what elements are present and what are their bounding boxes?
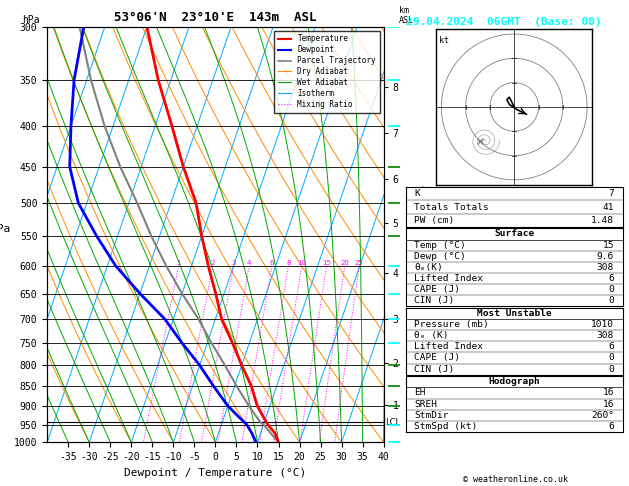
Text: 9.6: 9.6 [597, 252, 614, 260]
Text: 41: 41 [603, 203, 614, 211]
Text: 1010: 1010 [591, 320, 614, 329]
Y-axis label: hPa: hPa [0, 225, 10, 235]
Text: Lifted Index: Lifted Index [415, 274, 483, 283]
Text: θₑ (K): θₑ (K) [415, 331, 449, 340]
Text: CAPE (J): CAPE (J) [415, 353, 460, 363]
Text: 15: 15 [322, 260, 331, 266]
Text: 16: 16 [603, 399, 614, 409]
Text: 0: 0 [608, 296, 614, 305]
Text: Most Unstable: Most Unstable [477, 309, 552, 318]
Text: 6: 6 [608, 422, 614, 431]
Title: 53°06'N  23°10'E  143m  ASL: 53°06'N 23°10'E 143m ASL [114, 11, 316, 24]
Text: 260°: 260° [591, 411, 614, 420]
Text: 25: 25 [355, 260, 364, 266]
Text: 0: 0 [608, 364, 614, 374]
Text: 1: 1 [176, 260, 181, 266]
Text: © weatheronline.co.uk: © weatheronline.co.uk [464, 474, 568, 484]
Text: EH: EH [415, 388, 426, 398]
Text: Pressure (mb): Pressure (mb) [415, 320, 489, 329]
Text: 6: 6 [608, 274, 614, 283]
Text: 6: 6 [608, 342, 614, 351]
Text: 0: 0 [608, 353, 614, 363]
Text: Lifted Index: Lifted Index [415, 342, 483, 351]
Text: 1.48: 1.48 [591, 216, 614, 225]
Text: 16: 16 [603, 388, 614, 398]
Text: Totals Totals: Totals Totals [415, 203, 489, 211]
Text: K: K [415, 189, 420, 198]
Text: 0: 0 [608, 285, 614, 294]
Text: θₑ(K): θₑ(K) [415, 263, 443, 272]
Text: 20: 20 [340, 260, 349, 266]
X-axis label: Dewpoint / Temperature (°C): Dewpoint / Temperature (°C) [125, 468, 306, 478]
Text: StmSpd (kt): StmSpd (kt) [415, 422, 477, 431]
Text: CIN (J): CIN (J) [415, 296, 455, 305]
Text: 7: 7 [608, 189, 614, 198]
Text: 15: 15 [603, 241, 614, 250]
Text: 3: 3 [231, 260, 236, 266]
Text: Hodograph: Hodograph [488, 377, 540, 386]
Text: kt: kt [439, 36, 449, 46]
Text: CIN (J): CIN (J) [415, 364, 455, 374]
Text: 8: 8 [286, 260, 291, 266]
Text: PW (cm): PW (cm) [415, 216, 455, 225]
Text: StmDir: StmDir [415, 411, 449, 420]
Text: 308: 308 [597, 263, 614, 272]
Text: 308: 308 [597, 331, 614, 340]
Text: km
ASL: km ASL [399, 6, 414, 25]
Text: LCL: LCL [385, 417, 400, 427]
Text: CAPE (J): CAPE (J) [415, 285, 460, 294]
Text: 6: 6 [270, 260, 274, 266]
Text: Dewp (°C): Dewp (°C) [415, 252, 466, 260]
Text: SREH: SREH [415, 399, 437, 409]
Text: Mixing Ratio (g/kg): Mixing Ratio (g/kg) [420, 183, 428, 286]
Legend: Temperature, Dewpoint, Parcel Trajectory, Dry Adiabat, Wet Adiabat, Isotherm, Mi: Temperature, Dewpoint, Parcel Trajectory… [274, 31, 380, 113]
Text: 29.04.2024  06GMT  (Base: 00): 29.04.2024 06GMT (Base: 00) [406, 17, 601, 27]
Text: 4: 4 [247, 260, 252, 266]
Text: hPa: hPa [22, 15, 40, 25]
Text: 2: 2 [211, 260, 215, 266]
Text: Surface: Surface [494, 229, 534, 239]
Text: 10: 10 [298, 260, 306, 266]
Text: Temp (°C): Temp (°C) [415, 241, 466, 250]
